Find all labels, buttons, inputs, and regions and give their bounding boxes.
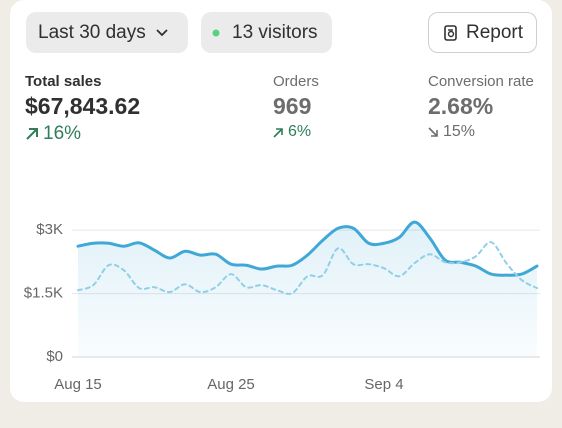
y-tick-label: $1.5K xyxy=(24,285,63,302)
down-arrow xyxy=(428,126,438,137)
metric[interactable]: Orders 969 6% xyxy=(273,73,319,141)
y-tick-label: $3K xyxy=(36,221,63,238)
metric-label: Orders xyxy=(273,73,319,90)
metric-value: 969 xyxy=(273,93,312,119)
metric-value: 2.68% xyxy=(428,93,494,119)
change-text: 15% xyxy=(443,123,476,140)
change-text: 6% xyxy=(288,123,312,140)
visitors-text: 13 visitors xyxy=(232,21,318,43)
live-dot xyxy=(212,29,220,36)
metric[interactable]: Total sales $67,843.62 16% xyxy=(25,73,140,145)
range-dropdown[interactable]: Last 30 days xyxy=(26,12,188,53)
y-tick-label: $0 xyxy=(46,348,63,365)
metric-change: 6% xyxy=(273,123,319,141)
report-text: Report xyxy=(466,21,524,43)
line xyxy=(77,241,538,295)
metric-label: Total sales xyxy=(25,73,102,90)
metric-change: 16% xyxy=(25,123,140,145)
x-tick-label: Aug 25 xyxy=(207,376,255,393)
report-icon xyxy=(444,24,457,41)
up-arrow xyxy=(26,128,38,140)
metric-change: 15% xyxy=(428,123,534,141)
metric-label: Conversion rate xyxy=(428,73,534,90)
up-arrow xyxy=(273,127,283,138)
metric[interactable]: Conversion rate 2.68% 15% xyxy=(428,73,534,141)
chevron-icon xyxy=(156,28,168,36)
change-text: 16% xyxy=(43,123,82,144)
visitors-pill[interactable]: 13 visitors xyxy=(201,12,332,53)
metric-value: $67,843.62 xyxy=(25,93,141,119)
range-text: Last 30 days xyxy=(38,21,146,43)
area xyxy=(78,222,537,357)
report-button[interactable]: Report xyxy=(428,12,537,53)
x-tick-label: Aug 15 xyxy=(54,376,102,393)
x-tick-label: Sep 4 xyxy=(364,376,403,393)
